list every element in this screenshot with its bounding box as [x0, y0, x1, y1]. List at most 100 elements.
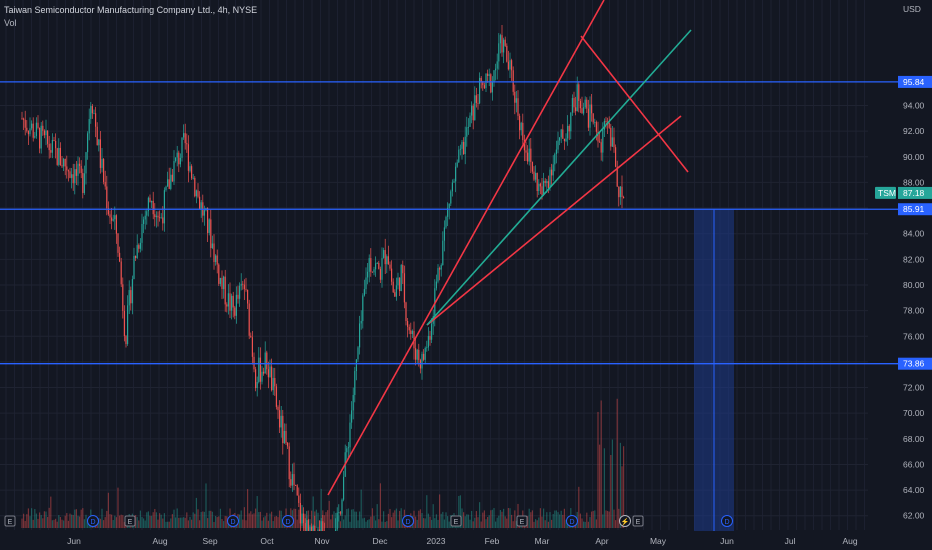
- candle-body: [475, 95, 477, 103]
- volume-bar: [472, 521, 474, 528]
- volume-bar: [563, 508, 565, 528]
- volume-bar: [211, 511, 213, 528]
- candle-body: [392, 281, 394, 293]
- candle-body: [378, 262, 380, 269]
- event-marker-label: D: [569, 519, 574, 526]
- candle-body: [213, 243, 215, 263]
- candle-body: [232, 295, 234, 308]
- time-axis-tick: Oct: [260, 536, 274, 546]
- volume-bar: [458, 495, 460, 528]
- time-axis[interactable]: Jun Aug Sep Oct Nov Dec 2023 Feb Mar Apr May Jun Jul…: [0, 531, 932, 550]
- volume-bar: [224, 515, 226, 528]
- trend-lines[interactable]: [327, 0, 692, 496]
- candle-body: [519, 115, 521, 131]
- price-range-measure[interactable]: −26.43 (−30.75%) −2643: [667, 209, 762, 550]
- volume-bar: [111, 514, 113, 528]
- volume-bar: [527, 516, 529, 528]
- event-markers[interactable]: E D E D D D E E D ⚡ E D: [4, 515, 733, 527]
- volume-bar: [427, 513, 429, 528]
- volume-bar: [143, 518, 145, 528]
- volume-bar: [296, 519, 298, 528]
- candle-body: [64, 158, 66, 167]
- volume-bar: [533, 521, 535, 528]
- price-axis-tick: 64.00: [903, 485, 925, 495]
- candle-body: [591, 104, 593, 114]
- candle-body: [426, 347, 428, 349]
- event-marker: D: [566, 515, 578, 527]
- volume-bar: [123, 521, 125, 528]
- candle-body: [461, 141, 463, 149]
- candle-body: [544, 180, 546, 183]
- volume-bar: [63, 520, 65, 528]
- candle-body: [61, 165, 63, 167]
- candle-body: [487, 73, 489, 76]
- candle-body: [47, 130, 49, 144]
- candle-body: [594, 122, 596, 124]
- candle-body: [240, 283, 242, 286]
- volume-bar: [386, 521, 388, 528]
- volume-bar: [280, 510, 282, 528]
- candle-body: [279, 410, 281, 428]
- volume-bar: [200, 512, 202, 528]
- volume-bar: [447, 516, 449, 528]
- volume-bar: [362, 518, 364, 528]
- volume-bar: [295, 508, 297, 528]
- candle-body: [557, 140, 559, 150]
- volume-bar: [34, 509, 36, 528]
- candle-body: [23, 118, 25, 120]
- event-marker: D: [87, 515, 99, 527]
- volume-bar: [282, 521, 284, 528]
- volume-bar: [354, 511, 356, 528]
- candle-body: [218, 264, 220, 284]
- price-axis-tick: 94.00: [903, 101, 925, 111]
- volume-bar: [109, 514, 111, 528]
- candle-body: [149, 197, 151, 203]
- candle-body: [307, 520, 309, 533]
- volume-bar: [392, 512, 394, 528]
- volume-bar: [114, 515, 116, 528]
- candle-body: [74, 169, 76, 184]
- candle-body: [445, 216, 447, 228]
- candle-body: [71, 174, 73, 178]
- volume-bar: [357, 520, 359, 528]
- volume-bar: [424, 518, 426, 528]
- candle-body: [256, 382, 258, 389]
- price-axis-tick: 92.00: [903, 126, 925, 136]
- volume-bar: [320, 488, 322, 528]
- volume-bar: [621, 466, 623, 528]
- symbol-tag-box: [875, 186, 896, 199]
- candle-body: [535, 172, 537, 180]
- price-axis[interactable]: USD58.0060.0062.0064.0066.0068.0070.0072…: [875, 0, 932, 550]
- volume-bar: [135, 515, 137, 528]
- candle-body: [367, 271, 369, 278]
- candle-body: [200, 202, 202, 209]
- candle-body: [525, 150, 527, 153]
- volume-bar: [371, 508, 373, 528]
- candle-body: [587, 108, 589, 128]
- candle-body: [162, 217, 164, 224]
- level-tag: 85.91: [903, 204, 925, 214]
- volume-bar: [442, 511, 444, 528]
- level-tag: 95.84: [903, 77, 925, 87]
- volume-bar: [240, 510, 242, 528]
- candle-body: [293, 474, 295, 486]
- candle-body: [592, 113, 594, 123]
- time-axis-tick: Jul: [785, 536, 796, 546]
- volume-bar: [347, 508, 349, 528]
- candle-body: [53, 139, 55, 141]
- volume-bar: [120, 514, 122, 528]
- candle-body: [303, 513, 305, 524]
- candle-body: [512, 70, 514, 92]
- candle-body: [352, 394, 354, 411]
- candle-body: [167, 179, 169, 187]
- candle-body: [395, 285, 397, 297]
- event-marker-label: ⚡: [621, 517, 630, 526]
- volume-bar: [77, 515, 79, 528]
- volume-bar: [560, 510, 562, 528]
- volume-bar: [157, 519, 159, 528]
- volume-bar: [51, 520, 53, 528]
- candle-body: [439, 268, 441, 270]
- candle-body: [427, 335, 429, 348]
- candle-body: [616, 166, 618, 187]
